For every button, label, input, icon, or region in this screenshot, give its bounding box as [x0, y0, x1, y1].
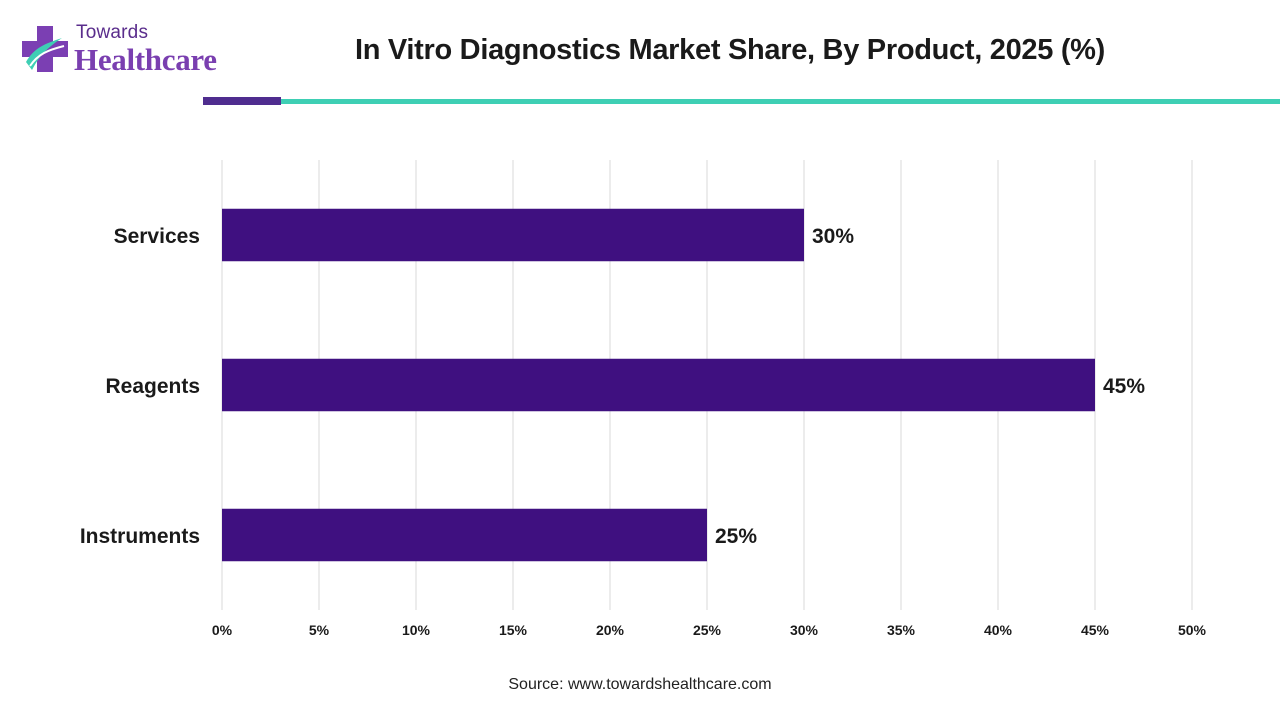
x-tick-label: 0%: [212, 622, 233, 638]
bar: [222, 208, 804, 262]
x-tick-label: 40%: [984, 622, 1013, 638]
x-tick-label: 5%: [309, 622, 330, 638]
category-label: Instruments: [80, 525, 200, 548]
x-tick-label: 15%: [499, 622, 528, 638]
data-label: 30%: [812, 225, 854, 248]
bar: [222, 358, 1095, 412]
brand-line1: Towards: [76, 22, 149, 43]
category-label: Services: [114, 225, 200, 248]
chart-title: In Vitro Diagnostics Market Share, By Pr…: [354, 34, 1106, 66]
bar: [222, 508, 707, 562]
header-rule-teal: [281, 99, 1280, 104]
x-tick-label: 50%: [1178, 622, 1207, 638]
x-tick-label: 10%: [402, 622, 431, 638]
brand-line2: Healthcare: [74, 42, 217, 77]
source-note: Source: www.towardshealthcare.com: [508, 676, 772, 693]
x-tick-label: 30%: [790, 622, 819, 638]
x-tick-label: 35%: [887, 622, 916, 638]
medical-cross-icon: [22, 26, 68, 72]
header-rule-accent: [203, 97, 281, 105]
x-tick-label: 45%: [1081, 622, 1110, 638]
x-tick-label: 20%: [596, 622, 625, 638]
data-label: 45%: [1103, 375, 1145, 398]
category-label: Reagents: [105, 375, 200, 398]
data-label: 25%: [715, 525, 757, 548]
brand-logo: Towards Healthcare: [20, 22, 250, 84]
x-tick-label: 25%: [693, 622, 722, 638]
